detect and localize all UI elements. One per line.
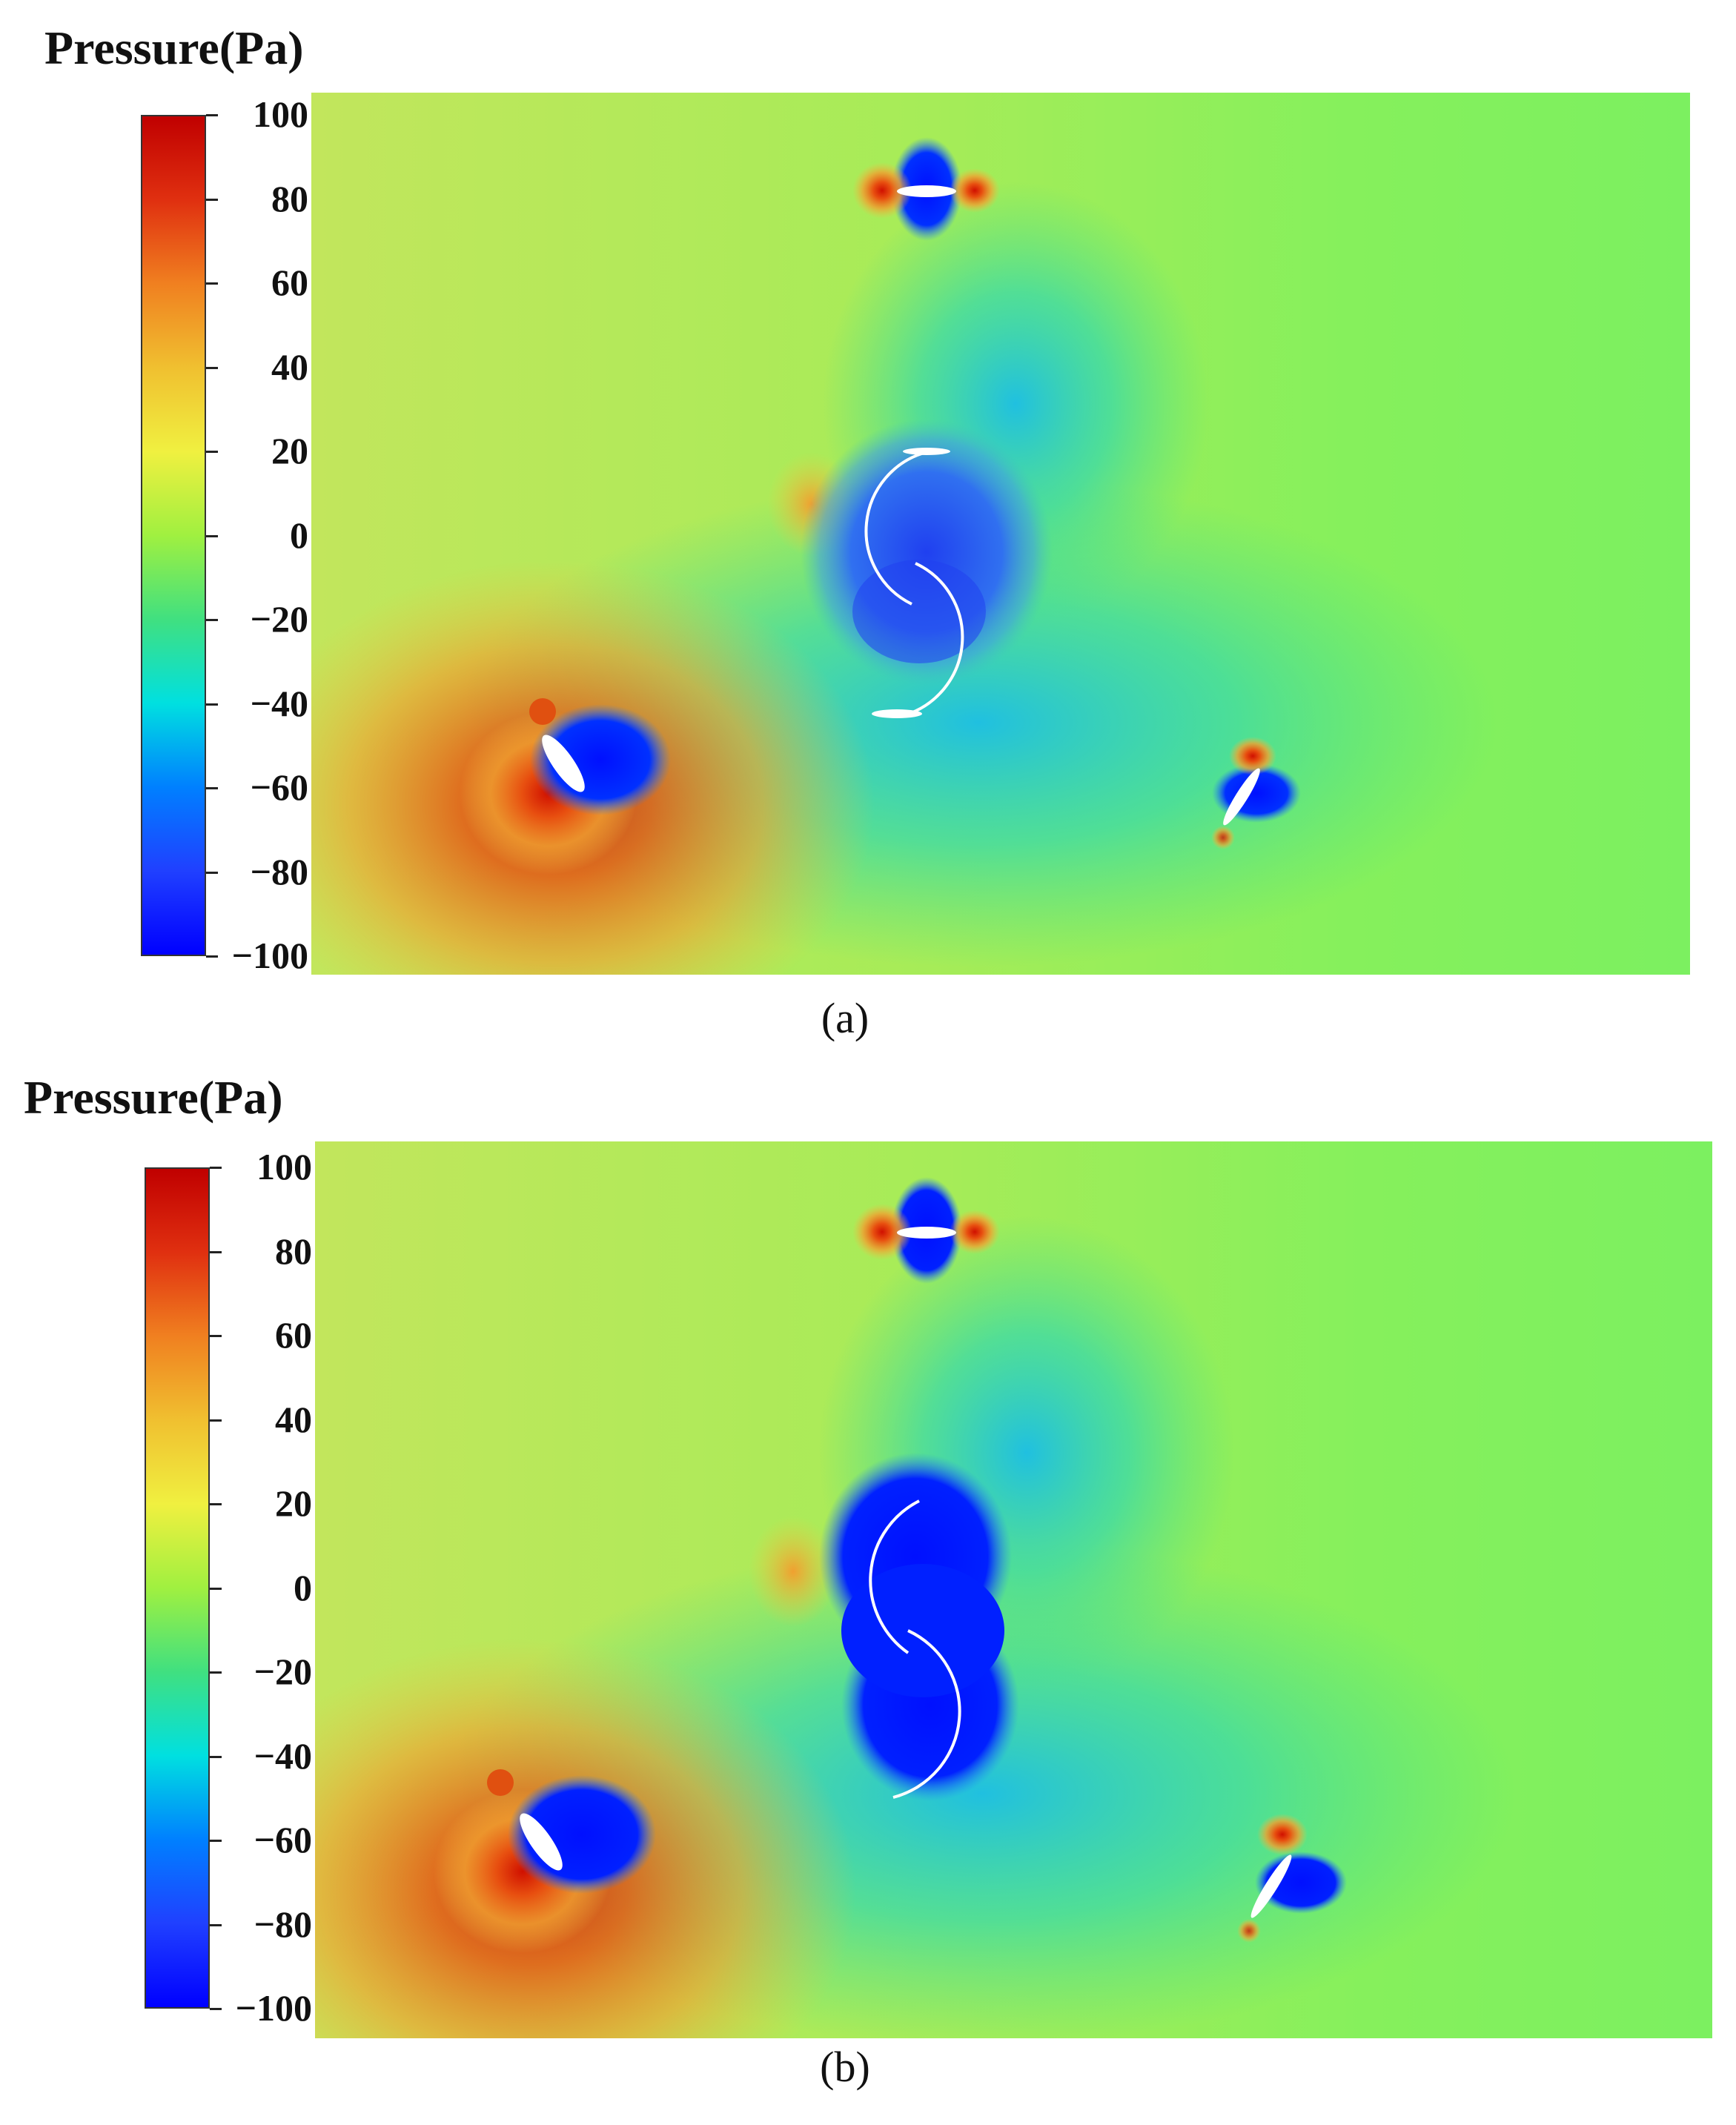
colorbar-tick-label: −80 (254, 1903, 313, 1945)
panel-caption: (a) (821, 994, 869, 1042)
colorbar (141, 115, 206, 956)
colorbar-title: Pressure(Pa) (44, 21, 304, 74)
colorbar-tick-label: 80 (275, 1230, 312, 1272)
colorbar-tick-label: −100 (231, 935, 309, 976)
blade-left (520, 1813, 563, 1871)
panel-b: Pressure(Pa) 100 80 60 40 20 0 −20 −40 −60 −80 −10… (0, 1060, 1736, 2125)
colorbar-tick-label: 60 (275, 1314, 312, 1356)
pressure-field (315, 1141, 1712, 2038)
colorbar-tick (210, 1167, 222, 1169)
colorbar-tick-label: 20 (271, 430, 308, 471)
high-pressure-zone (749, 1516, 838, 1627)
high-pressure-spot (1211, 826, 1235, 849)
colorbar-tick (210, 1419, 222, 1422)
colorbar-tick-label: 40 (275, 1398, 312, 1440)
pressure-contour (315, 1141, 1712, 2038)
blade-right (1250, 1854, 1292, 1918)
high-pressure-spot (1237, 1919, 1261, 1943)
colorbar-tick-label: 20 (275, 1482, 312, 1524)
colorbar (145, 1167, 210, 2009)
colorbar-tick (206, 282, 218, 285)
colorbar-tick (206, 619, 218, 621)
colorbar-tick-label: 100 (256, 1146, 312, 1187)
colorbar-tick-label: 0 (294, 1566, 312, 1608)
colorbar-tick (210, 1250, 222, 1253)
colorbar-tick (210, 1587, 222, 1590)
colorbar-tick-label: 40 (271, 345, 308, 388)
high-pressure-zone (1257, 1814, 1308, 1855)
colorbar-tick-label: −80 (250, 850, 309, 892)
colorbar-tick (206, 198, 218, 201)
colorbar-tick-label: −100 (235, 1987, 313, 2029)
rotor-core (841, 1564, 1004, 1697)
colorbar-tick-label: 100 (253, 93, 308, 135)
rotor-core (852, 560, 986, 663)
colorbar-tick-label: −60 (254, 1819, 313, 1860)
colorbar-tick (210, 1840, 222, 1842)
low-pressure-zone (508, 1775, 656, 1894)
blade-top (897, 185, 956, 197)
colorbar-tick-label: −40 (254, 1734, 313, 1777)
colorbar-tick-label: 80 (271, 177, 308, 219)
colorbar-tick-label: −40 (250, 682, 309, 724)
high-pressure-zone (852, 1204, 912, 1260)
colorbar-title: Pressure(Pa) (24, 1071, 283, 1124)
rotor-blade-1 (864, 451, 927, 606)
colorbar-tick (210, 1335, 222, 1337)
rotor-blade-1 (869, 1499, 920, 1654)
colorbar-tick (206, 703, 218, 706)
blade-left (542, 735, 585, 792)
blade-top (897, 1227, 956, 1239)
colorbar-tick-label: 0 (290, 514, 308, 556)
high-pressure-spot (487, 1769, 514, 1796)
high-pressure-zone (950, 168, 1000, 213)
colorbar-tick-label: 60 (271, 262, 308, 303)
colorbar-tick-label: −20 (254, 1651, 313, 1692)
high-pressure-zone (852, 162, 912, 219)
rotor-blade-2 (904, 562, 964, 717)
high-pressure-zone (1229, 737, 1276, 775)
rotor-blade-2 (892, 1629, 961, 1799)
high-pressure-spot (529, 698, 556, 725)
colorbar-tick-label: −60 (250, 766, 309, 808)
colorbar-tick (210, 1755, 222, 1758)
rotor-tip-bottom (872, 709, 922, 718)
colorbar-tick (210, 2008, 222, 2010)
colorbar-tick (210, 1503, 222, 1505)
colorbar-tick (206, 534, 218, 537)
colorbar-tick (206, 787, 218, 789)
panel-a: Pressure(Pa) 100 80 60 40 20 0 −20 −40 −60 −80 −10… (0, 0, 1736, 1060)
colorbar-tick (206, 871, 218, 874)
colorbar-tick (210, 1923, 222, 1926)
colorbar-tick (206, 114, 218, 116)
rotor-tip-top (903, 448, 950, 455)
high-pressure-zone (950, 1210, 1000, 1254)
colorbar-tick-label: −20 (250, 598, 309, 640)
panel-caption: (b) (820, 2043, 870, 2091)
colorbar-tick (206, 366, 218, 369)
colorbar-tick (210, 1671, 222, 1674)
colorbar-tick (206, 451, 218, 453)
low-pressure-zone (530, 704, 671, 815)
pressure-contour (311, 93, 1690, 975)
blade-right (1223, 768, 1260, 826)
colorbar-tick (206, 955, 218, 958)
pressure-field (311, 93, 1690, 975)
